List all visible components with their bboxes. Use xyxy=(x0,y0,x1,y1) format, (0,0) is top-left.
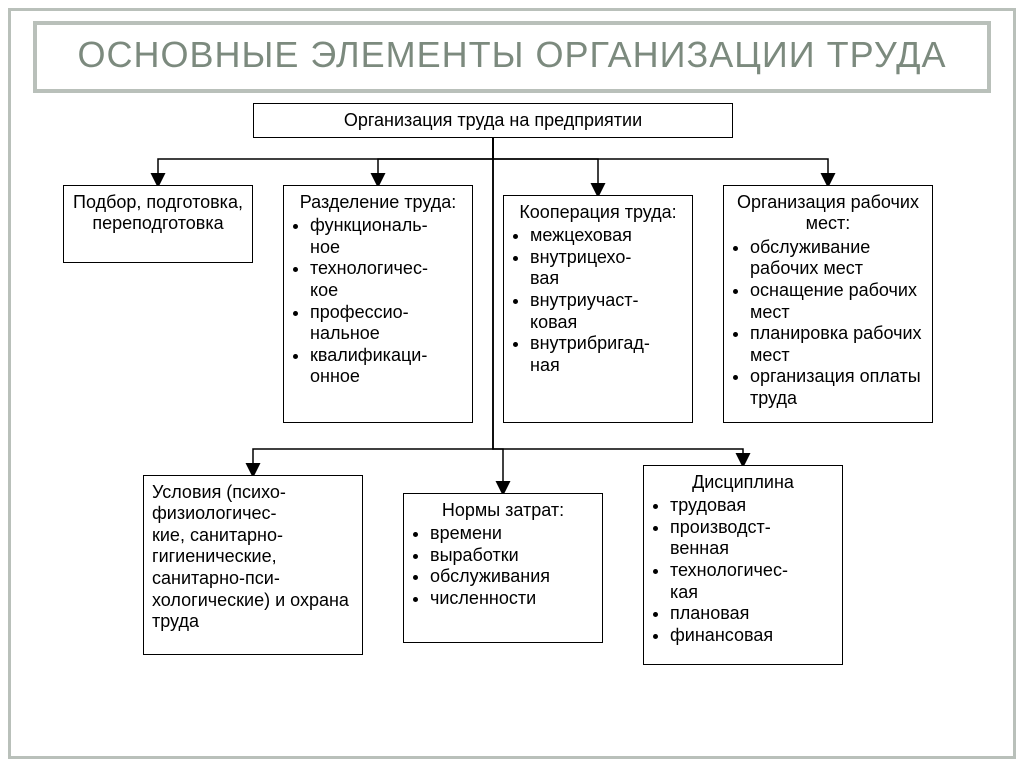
node-razdelenie-list: функциональ- ноетехнологичес- коепрофесс… xyxy=(292,215,464,388)
node-podbor: Подбор, подготовка, переподготовка xyxy=(63,185,253,263)
list-item: оснащение рабочих мест xyxy=(750,280,924,323)
node-usloviya-heading: Условия (психо- физиологичес- кие, санит… xyxy=(152,482,354,633)
list-item: организация оплаты труда xyxy=(750,366,924,409)
list-item: времени xyxy=(430,523,594,545)
list-item: плановая xyxy=(670,603,834,625)
list-item: межцеховая xyxy=(530,225,684,247)
list-item: квалификаци- онное xyxy=(310,345,464,388)
node-kooperaciya: Кооперация труда: межцеховаявнутрицехо- … xyxy=(503,195,693,423)
list-item: финансовая xyxy=(670,625,834,647)
node-razdelenie: Разделение труда: функциональ- ноетехнол… xyxy=(283,185,473,423)
slide-title: ОСНОВНЫЕ ЭЛЕМЕНТЫ ОРГАНИЗАЦИИ ТРУДА xyxy=(77,35,947,75)
node-razdelenie-heading: Разделение труда: xyxy=(292,192,464,214)
list-item: обслуживания xyxy=(430,566,594,588)
node-usloviya: Условия (психо- физиологичес- кие, санит… xyxy=(143,475,363,655)
node-rabmest-heading: Организация рабочих мест: xyxy=(732,192,924,235)
list-item: технологичес- кое xyxy=(310,258,464,301)
node-normy-heading: Нормы затрат: xyxy=(412,500,594,522)
node-rabmest-list: обслуживание рабочих местоснащение рабоч… xyxy=(732,237,924,410)
list-item: внутриучаст- ковая xyxy=(530,290,684,333)
list-item: технологичес- кая xyxy=(670,560,834,603)
root-label: Организация труда на предприятии xyxy=(344,110,642,130)
list-item: выработки xyxy=(430,545,594,567)
node-disciplina-list: трудоваяпроизводст- веннаятехнологичес- … xyxy=(652,495,834,646)
list-item: обслуживание рабочих мест xyxy=(750,237,924,280)
list-item: численности xyxy=(430,588,594,610)
node-rabmest: Организация рабочих мест: обслуживание р… xyxy=(723,185,933,423)
node-disciplina: Дисциплина трудоваяпроизводст- веннаятех… xyxy=(643,465,843,665)
list-item: планировка рабочих мест xyxy=(750,323,924,366)
list-item: профессио- нальное xyxy=(310,302,464,345)
title-box: ОСНОВНЫЕ ЭЛЕМЕНТЫ ОРГАНИЗАЦИИ ТРУДА xyxy=(33,21,991,93)
root-node: Организация труда на предприятии xyxy=(253,103,733,139)
node-kooperaciya-list: межцеховаявнутрицехо- ваявнутриучаст- ко… xyxy=(512,225,684,376)
list-item: внутрицехо- вая xyxy=(530,247,684,290)
diagram-area: Организация труда на предприятии Подбор,… xyxy=(23,103,1001,683)
list-item: функциональ- ное xyxy=(310,215,464,258)
node-kooperaciya-heading: Кооперация труда: xyxy=(512,202,684,224)
list-item: трудовая xyxy=(670,495,834,517)
slide: ОСНОВНЫЕ ЭЛЕМЕНТЫ ОРГАНИЗАЦИИ ТРУДА Орга… xyxy=(0,0,1024,767)
outer-frame: ОСНОВНЫЕ ЭЛЕМЕНТЫ ОРГАНИЗАЦИИ ТРУДА Орга… xyxy=(8,8,1016,759)
node-podbor-heading: Подбор, подготовка, переподготовка xyxy=(72,192,244,235)
node-normy: Нормы затрат: временивыработкиобслуживан… xyxy=(403,493,603,643)
node-normy-list: временивыработкиобслуживаниячисленности xyxy=(412,523,594,609)
node-disciplina-heading: Дисциплина xyxy=(652,472,834,494)
list-item: производст- венная xyxy=(670,517,834,560)
list-item: внутрибригад- ная xyxy=(530,333,684,376)
